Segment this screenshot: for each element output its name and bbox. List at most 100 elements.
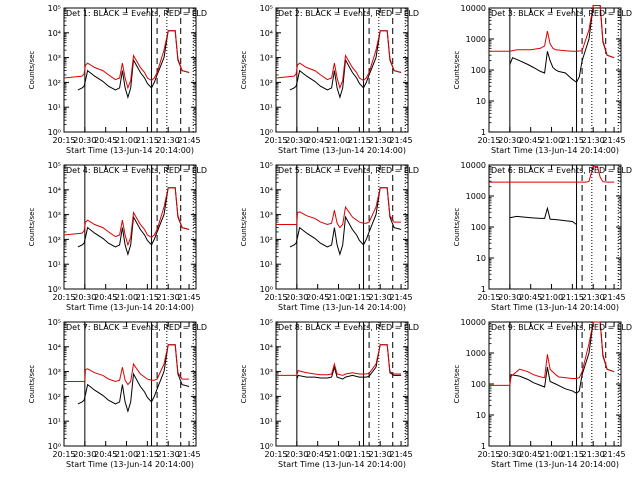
x-tick-label: 20:30 (285, 136, 308, 145)
chart-title: Det 4: BLACK = Events, RED = LLD (66, 166, 207, 175)
chart-panel-4: 10⁰10¹10²10³10⁴10⁵20:1520:3020:4521:0021… (28, 161, 207, 312)
y-tick-label: 10³ (48, 368, 61, 377)
y-tick-label: 10⁴ (48, 343, 61, 352)
plot-frame (63, 164, 197, 290)
x-tick-label: 20:45 (306, 450, 329, 459)
y-tick-label: 10³ (260, 54, 273, 63)
y-tick-label: 10 (476, 97, 486, 106)
y-tick-label: 10⁵ (48, 4, 61, 13)
plot-frame (63, 321, 197, 447)
chart-panel-3: 1 10 100 1000 10000 20:1520:3020:4521:0021:15… (453, 4, 632, 155)
x-axis-label: Start Time (13-Jun-14 20:14:00) (66, 303, 194, 312)
x-tick-label: 20:45 (94, 293, 117, 302)
y-tick-label: 10¹ (260, 103, 273, 112)
events-series-line (77, 344, 190, 414)
x-tick-label: 21:00 (327, 293, 350, 302)
x-tick-label: 20:30 (73, 450, 96, 459)
y-tick-label: 10³ (260, 211, 273, 220)
y-tick-label: 10⁰ (260, 128, 273, 137)
y-tick-label: 1000 (466, 349, 486, 358)
events-series-line (509, 206, 577, 225)
x-axis-label: Start Time (13-Jun-14 20:14:00) (278, 460, 406, 469)
x-tick-label: 20:45 (306, 293, 329, 302)
x-tick-label: 20:45 (94, 136, 117, 145)
x-tick-label: 21:45 (603, 450, 626, 459)
lld-series-line (276, 187, 402, 229)
lld-series-line (64, 344, 190, 386)
y-tick-label: 10¹ (48, 417, 61, 426)
x-tick-label: 21:45 (603, 136, 626, 145)
y-tick-label: 10² (260, 392, 273, 401)
x-tick-label: 21:30 (582, 136, 605, 145)
plot-frame (275, 164, 409, 290)
y-axis-label: Counts/sec (240, 51, 248, 90)
y-axis-label: Counts/sec (240, 365, 248, 404)
x-tick-label: 21:30 (369, 136, 392, 145)
x-tick-label: 20:15 (477, 136, 500, 145)
chart-panel-5: 10⁰10¹10²10³10⁴10⁵20:1520:3020:4521:0021… (240, 161, 419, 312)
y-axis-label: Counts/sec (240, 208, 248, 247)
y-tick-label: 10³ (48, 211, 61, 220)
x-tick-label: 20:45 (519, 450, 542, 459)
y-tick-label: 10⁴ (48, 186, 61, 195)
y-tick-label: 10 (476, 254, 486, 263)
x-tick-label: 21:30 (157, 293, 180, 302)
x-tick-label: 21:30 (369, 450, 392, 459)
x-tick-label: 21:00 (327, 136, 350, 145)
x-axis-label: Start Time (13-Jun-14 20:14:00) (66, 460, 194, 469)
lld-series-line (489, 321, 615, 386)
x-tick-label: 20:15 (52, 136, 75, 145)
y-axis-label: Counts/sec (28, 51, 36, 90)
plot-frame (63, 7, 197, 133)
y-tick-label: 10000 (461, 161, 486, 170)
y-tick-label: 10² (260, 78, 273, 87)
x-tick-label: 20:15 (264, 293, 287, 302)
x-tick-label: 21:15 (348, 293, 371, 302)
x-tick-label: 21:00 (540, 293, 563, 302)
plot-frame (275, 321, 409, 447)
x-tick-label: 21:15 (561, 136, 584, 145)
chart-title: Det 3: BLACK = Events, RED = LLD (491, 9, 632, 18)
x-tick-label: 21:45 (178, 450, 201, 459)
y-tick-label: 10² (48, 235, 61, 244)
y-tick-label: 10⁴ (260, 343, 273, 352)
y-tick-label: 10⁵ (260, 161, 273, 170)
x-tick-label: 20:45 (519, 136, 542, 145)
x-tick-label: 21:45 (178, 136, 201, 145)
y-tick-label: 10⁵ (260, 4, 273, 13)
x-tick-label: 21:15 (348, 450, 371, 459)
lld-series-line (63, 187, 190, 247)
x-tick-label: 21:00 (115, 136, 138, 145)
x-tick-label: 21:30 (582, 293, 605, 302)
x-tick-label: 21:15 (136, 450, 159, 459)
plot-frame (488, 164, 622, 290)
x-tick-label: 20:30 (285, 450, 308, 459)
x-tick-label: 20:15 (264, 136, 287, 145)
y-tick-label: 10² (260, 235, 273, 244)
chart-title: Det 5: BLACK = Events, RED = LLD (278, 166, 419, 175)
chart-title: Det 9: BLACK = Events, RED = LLD (491, 323, 632, 332)
y-tick-label: 10² (48, 392, 61, 401)
y-tick-label: 100 (471, 380, 486, 389)
x-tick-label: 20:30 (498, 136, 521, 145)
x-tick-label: 20:45 (94, 450, 117, 459)
lld-series-line (489, 5, 615, 59)
x-tick-label: 21:45 (390, 293, 413, 302)
y-tick-label: 10¹ (48, 103, 61, 112)
y-axis-label: Counts/sec (28, 365, 36, 404)
x-tick-label: 21:30 (157, 450, 180, 459)
x-tick-label: 21:15 (136, 293, 159, 302)
y-tick-label: 10¹ (260, 260, 273, 269)
x-tick-label: 20:30 (73, 136, 96, 145)
y-tick-label: 10⁵ (48, 161, 61, 170)
y-tick-label: 10⁴ (260, 29, 273, 38)
x-tick-label: 21:45 (178, 293, 201, 302)
y-tick-label: 10⁰ (48, 128, 61, 137)
lld-series-line (63, 30, 190, 90)
x-tick-label: 21:00 (540, 136, 563, 145)
x-axis-label: Start Time (13-Jun-14 20:14:00) (66, 146, 194, 155)
lld-series-line (275, 30, 402, 90)
lld-series-line (276, 344, 402, 376)
x-tick-label: 21:45 (390, 450, 413, 459)
x-tick-label: 21:15 (561, 293, 584, 302)
